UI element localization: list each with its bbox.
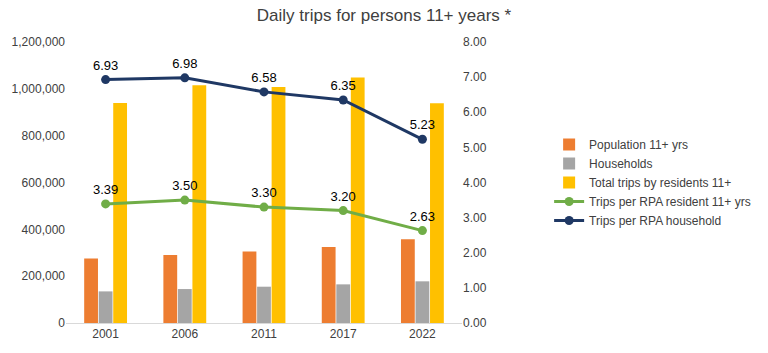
svg-text:2006: 2006 xyxy=(171,327,198,341)
svg-text:Daily trips for persons 11+ ye: Daily trips for persons 11+ years * xyxy=(257,6,512,25)
svg-text:0: 0 xyxy=(58,316,65,330)
svg-text:5.00: 5.00 xyxy=(463,141,487,155)
svg-text:3.20: 3.20 xyxy=(331,189,356,204)
svg-text:6.00: 6.00 xyxy=(463,105,487,119)
svg-text:800,000: 800,000 xyxy=(22,129,66,143)
svg-text:6.58: 6.58 xyxy=(251,70,276,85)
svg-text:6.93: 6.93 xyxy=(93,58,118,73)
svg-text:8.00: 8.00 xyxy=(463,35,487,49)
svg-text:Trips per RPA household: Trips per RPA household xyxy=(589,214,721,228)
svg-text:1,000,000: 1,000,000 xyxy=(12,82,66,96)
svg-text:2001: 2001 xyxy=(92,327,119,341)
svg-text:Population 11+ yrs: Population 11+ yrs xyxy=(589,138,688,152)
svg-text:5.23: 5.23 xyxy=(410,117,435,132)
svg-text:Trips per RPA resident 11+ yrs: Trips per RPA resident 11+ yrs xyxy=(589,195,751,209)
svg-text:6.35: 6.35 xyxy=(331,78,356,93)
svg-text:2.63: 2.63 xyxy=(410,209,435,224)
svg-text:600,000: 600,000 xyxy=(22,176,66,190)
svg-text:2011: 2011 xyxy=(251,327,277,341)
svg-text:3.50: 3.50 xyxy=(172,178,197,193)
svg-text:Households: Households xyxy=(589,157,652,171)
svg-text:4.00: 4.00 xyxy=(463,176,487,190)
svg-text:Total trips by residents 11+: Total trips by residents 11+ xyxy=(589,176,731,190)
svg-text:0.00: 0.00 xyxy=(463,316,487,330)
svg-text:3.00: 3.00 xyxy=(463,211,487,225)
svg-text:2022: 2022 xyxy=(409,327,436,341)
svg-text:3.30: 3.30 xyxy=(251,185,276,200)
svg-text:400,000: 400,000 xyxy=(22,223,66,237)
svg-text:2.00: 2.00 xyxy=(463,246,487,260)
svg-text:3.39: 3.39 xyxy=(93,182,118,197)
svg-text:200,000: 200,000 xyxy=(22,269,66,283)
svg-text:2017: 2017 xyxy=(330,327,357,341)
svg-text:7.00: 7.00 xyxy=(463,70,487,84)
svg-text:6.98: 6.98 xyxy=(172,56,197,71)
svg-text:1,200,000: 1,200,000 xyxy=(12,35,66,49)
svg-text:1.00: 1.00 xyxy=(463,281,487,295)
